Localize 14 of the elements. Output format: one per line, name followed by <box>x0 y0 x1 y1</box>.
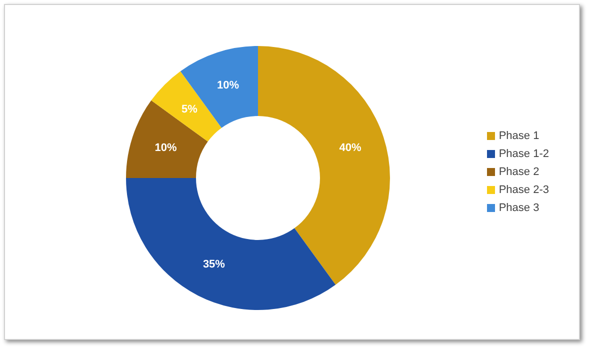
donut-slice <box>126 100 208 178</box>
donut-slice <box>180 46 258 128</box>
data-label: 10% <box>217 80 240 92</box>
data-label: 10% <box>154 142 177 154</box>
data-label: 35% <box>202 258 226 270</box>
legend-label: Phase 2 <box>498 166 540 178</box>
data-label: 5% <box>181 103 198 116</box>
donut-slice <box>126 178 336 310</box>
legend-label: Phase 2-3 <box>498 184 549 196</box>
legend-label: Phase 3 <box>498 202 540 214</box>
donut-slice <box>258 46 390 285</box>
data-label: 40% <box>339 142 362 154</box>
legend-label: Phase 1-2 <box>498 148 549 160</box>
legend-label: Phase 1 <box>498 130 540 142</box>
